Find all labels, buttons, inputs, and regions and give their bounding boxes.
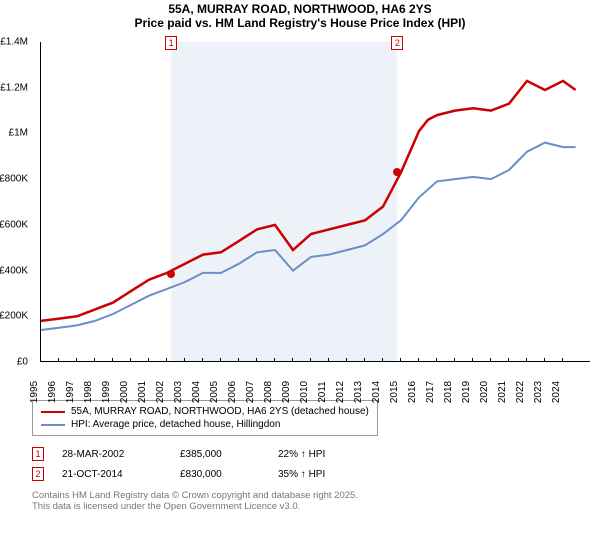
x-tick-label: 2005	[209, 381, 220, 403]
x-tick-label: 2003	[173, 381, 184, 403]
x-tick-label: 2018	[443, 381, 454, 403]
event-marker-box: 1	[165, 36, 177, 50]
event-price: £385,000	[180, 449, 260, 460]
y-tick-label: £400K	[0, 265, 28, 276]
y-tick-label: £800K	[0, 174, 28, 185]
legend-row: 55A, MURRAY ROAD, NORTHWOOD, HA6 2YS (de…	[41, 405, 369, 418]
event-num-box: 2	[32, 467, 44, 481]
x-tick-label: 1999	[101, 381, 112, 403]
x-tick-label: 2002	[155, 381, 166, 403]
chart-area: 12 £0£200K£400K£600K£800K£1M£1.2M£1.4M 1…	[30, 34, 600, 394]
legend-swatch	[41, 424, 65, 426]
x-tick-label: 2010	[299, 381, 310, 403]
x-tick-label: 2008	[263, 381, 274, 403]
event-delta: 35% ↑ HPI	[278, 469, 358, 480]
y-tick-label: £200K	[0, 311, 28, 322]
x-axis: 1995199619971998199920002001200220032004…	[40, 362, 590, 394]
x-tick-label: 1998	[83, 381, 94, 403]
x-tick-label: 2000	[119, 381, 130, 403]
legend-label: 55A, MURRAY ROAD, NORTHWOOD, HA6 2YS (de…	[71, 406, 369, 417]
footer-line1: Contains HM Land Registry data © Crown c…	[32, 490, 600, 501]
event-table: 1 28-MAR-2002 £385,000 22% ↑ HPI 2 21-OCT-201…	[32, 444, 600, 484]
x-tick-label: 2006	[227, 381, 238, 403]
x-tick-label: 2022	[515, 381, 526, 403]
legend-label: HPI: Average price, detached house, Hill…	[71, 419, 280, 430]
x-tick-label: 2016	[407, 381, 418, 403]
event-marker-dot	[393, 168, 401, 176]
x-tick-label: 2004	[191, 381, 202, 403]
x-tick-label: 2020	[479, 381, 490, 403]
series-line	[41, 81, 576, 321]
x-tick-label: 2024	[551, 381, 562, 403]
y-tick-label: £1M	[9, 128, 28, 139]
footer: Contains HM Land Registry data © Crown c…	[32, 490, 600, 512]
x-tick-label: 2015	[389, 381, 400, 403]
footer-line2: This data is licensed under the Open Gov…	[32, 501, 600, 512]
y-axis: £0 £200K £400K £600K £800K £1M £1.2M £1.4M	[0, 34, 30, 394]
plot-region: 12	[40, 42, 590, 362]
x-tick-label: 2017	[425, 381, 436, 403]
chart-title: 55A, MURRAY ROAD, NORTHWOOD, HA6 2YS Pri…	[0, 0, 600, 34]
x-tick-label: 1997	[65, 381, 76, 403]
x-tick-label: 2009	[281, 381, 292, 403]
legend-swatch	[41, 411, 65, 413]
x-tick-label: 2014	[371, 381, 382, 403]
x-tick-label: 1995	[29, 381, 40, 403]
event-row: 1 28-MAR-2002 £385,000 22% ↑ HPI	[32, 444, 600, 464]
title-line2: Price paid vs. HM Land Registry's House …	[0, 16, 600, 30]
event-row: 2 21-OCT-2014 £830,000 35% ↑ HPI	[32, 464, 600, 484]
y-tick-label: £1.4M	[0, 37, 28, 48]
event-num-box: 1	[32, 447, 44, 461]
x-tick-label: 2011	[317, 381, 328, 403]
x-tick-label: 2023	[533, 381, 544, 403]
y-tick-label: £600K	[0, 219, 28, 230]
event-marker-dot	[167, 270, 175, 278]
event-date: 28-MAR-2002	[62, 449, 162, 460]
x-tick-label: 2007	[245, 381, 256, 403]
event-marker-box: 2	[391, 36, 403, 50]
x-tick-label: 2019	[461, 381, 472, 403]
event-price: £830,000	[180, 469, 260, 480]
x-tick-label: 2001	[137, 381, 148, 403]
y-tick-label: £1.2M	[0, 82, 28, 93]
x-tick-label: 2012	[335, 381, 346, 403]
event-delta: 22% ↑ HPI	[278, 449, 358, 460]
legend-row: HPI: Average price, detached house, Hill…	[41, 418, 369, 431]
y-tick-label: £0	[17, 357, 28, 368]
x-tick-label: 1996	[47, 381, 58, 403]
event-date: 21-OCT-2014	[62, 469, 162, 480]
x-tick-label: 2013	[353, 381, 364, 403]
title-line1: 55A, MURRAY ROAD, NORTHWOOD, HA6 2YS	[0, 2, 600, 16]
legend: 55A, MURRAY ROAD, NORTHWOOD, HA6 2YS (de…	[32, 400, 378, 436]
x-tick-label: 2021	[497, 381, 508, 403]
